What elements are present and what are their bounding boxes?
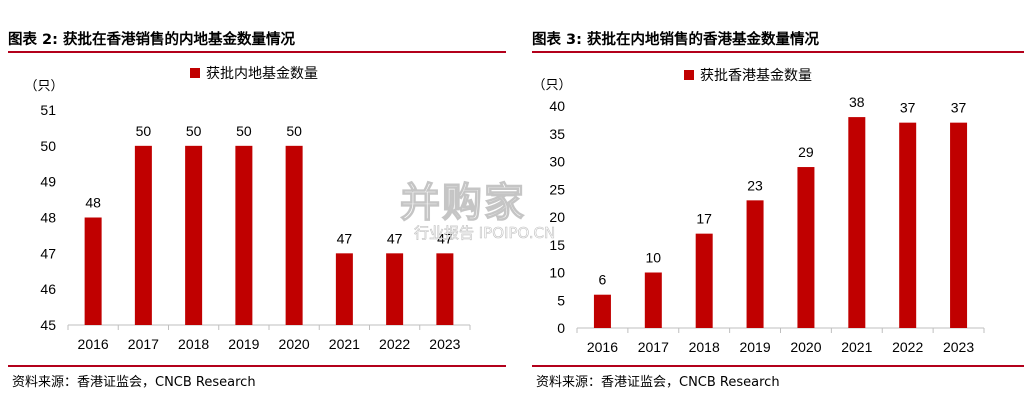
data-label: 50	[286, 123, 302, 139]
bar	[950, 122, 968, 329]
data-label: 50	[186, 123, 202, 139]
legend-label: 获批内地基金数量	[206, 65, 318, 82]
x-tick-label: 2021	[329, 336, 360, 352]
right-figure: 图表 3: 获批在内地销售的香港基金数量情况 （只） 获批香港基金数量 0 5 10 15…	[524, 0, 1024, 409]
y-tick-label: 25	[549, 181, 565, 197]
left-figure: 图表 2: 获批在香港销售的内地基金数量情况 （只） 获批内地基金数量 45 46 47…	[0, 0, 506, 409]
y-tick-label: 10	[549, 265, 565, 281]
x-tick-label: 2021	[841, 339, 872, 355]
bar	[185, 145, 203, 325]
x-tick-label: 2018	[178, 336, 209, 352]
data-label: 37	[900, 100, 916, 116]
x-tick-label: 2020	[279, 336, 310, 352]
bar	[899, 122, 917, 329]
data-label: 47	[387, 230, 403, 246]
y-axis-unit-label: （只）	[24, 79, 63, 94]
y-tick-label: 5	[557, 292, 565, 308]
y-tick-label: 46	[40, 281, 56, 297]
legend-swatch	[684, 70, 694, 80]
bar	[235, 145, 253, 325]
x-tick-label: 2022	[892, 339, 923, 355]
y-tick-label: 0	[557, 320, 565, 336]
y-tick-label: 47	[40, 245, 56, 261]
y-axis-unit-label: （只）	[532, 78, 571, 93]
source-note: 资料来源：香港证监会，CNCB Research	[536, 375, 780, 390]
y-tick-label: 30	[549, 154, 565, 170]
bar-chart-hk-funds: （只） 获批香港基金数量 0 5 10 15 20 25 30 35 40 6 2016 10 2017 17…	[532, 67, 985, 355]
bar	[335, 253, 353, 325]
bar	[436, 253, 454, 325]
y-tick-label: 51	[40, 102, 56, 118]
bar	[695, 233, 713, 328]
figure-title: 图表 2: 获批在香港销售的内地基金数量情况	[8, 32, 295, 48]
x-tick-label: 2018	[689, 339, 720, 355]
y-tick-label: 49	[40, 174, 56, 190]
data-label: 6	[599, 272, 607, 288]
x-tick-label: 2019	[228, 336, 259, 352]
bar	[797, 167, 815, 328]
data-label: 50	[236, 123, 252, 139]
source-rule	[532, 365, 1024, 367]
data-label: 47	[337, 230, 353, 246]
data-label: 23	[747, 177, 763, 193]
x-tick-label: 2017	[638, 339, 669, 355]
y-tick-label: 20	[549, 209, 565, 225]
data-label: 48	[85, 195, 101, 211]
y-tick-label: 40	[549, 98, 565, 114]
data-label: 38	[849, 94, 865, 110]
bar	[848, 117, 866, 328]
figure-title: 图表 3: 获批在内地销售的香港基金数量情况	[532, 32, 819, 48]
legend-label: 获批香港基金数量	[700, 67, 812, 84]
y-tick-label: 50	[40, 138, 56, 154]
y-tick-label: 35	[549, 126, 565, 142]
x-tick-label: 2016	[587, 339, 618, 355]
bar	[746, 200, 764, 328]
x-tick-label: 2022	[379, 336, 410, 352]
y-tick-label: 48	[40, 210, 56, 226]
y-tick-label: 15	[549, 237, 565, 253]
source-rule	[8, 365, 506, 367]
x-tick-label: 2020	[790, 339, 821, 355]
data-label: 17	[696, 211, 712, 227]
bar	[644, 272, 662, 328]
bar-chart-mainland-funds: （只） 获批内地基金数量 45 46 47 48 49 50 51 48 2016 50 2017 50 2…	[24, 65, 471, 352]
legend-swatch	[190, 68, 200, 78]
bar	[84, 217, 102, 325]
x-tick-label: 2016	[78, 336, 109, 352]
bar	[134, 145, 152, 325]
data-label: 37	[951, 100, 967, 116]
title-rule	[8, 51, 506, 53]
data-label: 47	[437, 230, 453, 246]
data-label: 10	[646, 250, 662, 266]
source-note: 资料来源：香港证监会，CNCB Research	[12, 375, 256, 390]
data-label: 50	[136, 123, 152, 139]
bar	[593, 294, 611, 328]
x-tick-label: 2023	[429, 336, 460, 352]
y-tick-label: 45	[40, 317, 56, 333]
x-tick-label: 2017	[128, 336, 159, 352]
bar	[285, 145, 303, 325]
x-tick-label: 2023	[943, 339, 974, 355]
x-tick-label: 2019	[739, 339, 770, 355]
data-label: 29	[798, 144, 814, 160]
title-rule	[532, 51, 1024, 53]
bar	[386, 253, 404, 325]
